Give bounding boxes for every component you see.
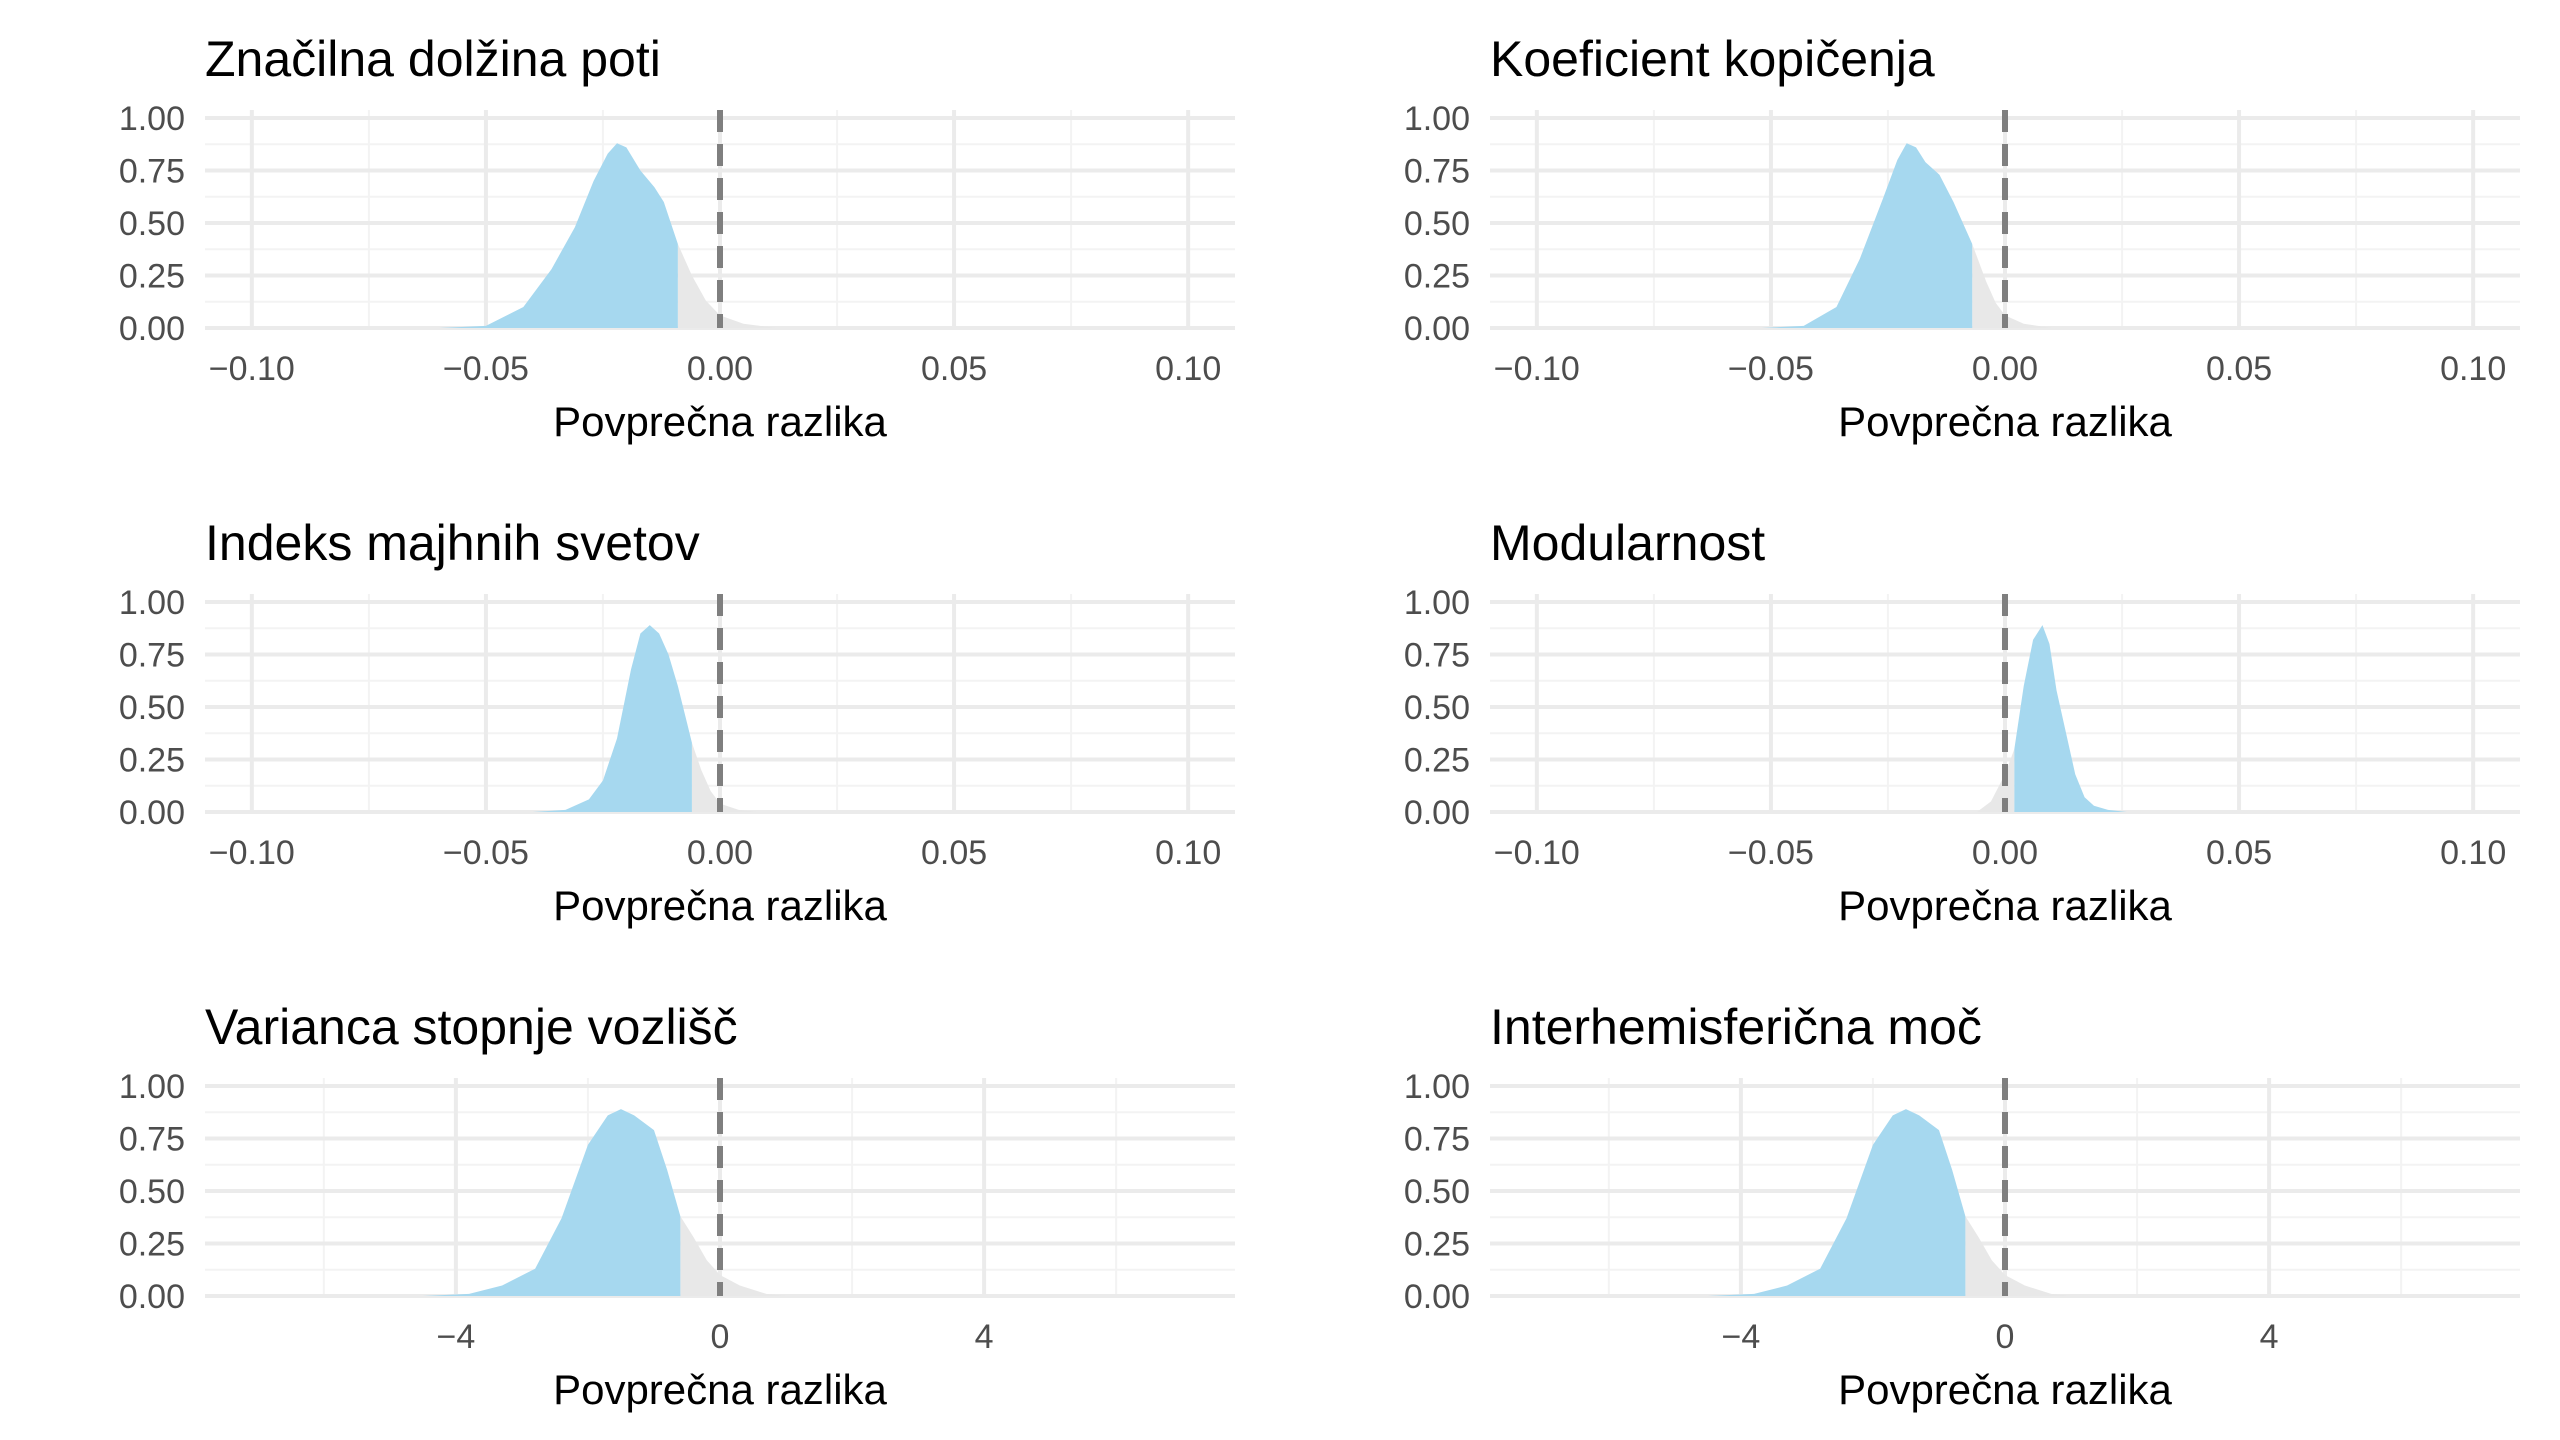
x-tick-label: 0.05 — [921, 834, 987, 872]
x-tick-label: −0.10 — [209, 350, 295, 388]
panel-title: Koeficient kopičenja — [1490, 31, 1935, 87]
density-panel-3: Indeks majhnih svetov 0.00 0.25 0.50 0.75 1.0… — [119, 515, 1235, 929]
y-tick-label: 0.50 — [119, 689, 185, 727]
x-tick-label: 0.00 — [687, 350, 753, 388]
x-tick-label: 4 — [975, 1318, 994, 1356]
x-tick-label: −0.05 — [1728, 350, 1814, 388]
panel-title: Varianca stopnje vozlišč — [205, 999, 738, 1055]
x-tick-label: 0.10 — [1155, 350, 1221, 388]
x-tick-label: 0.00 — [687, 834, 753, 872]
density-panel-2: Koeficient kopičenja 0.00 0.25 0.50 0.75 1.00… — [1404, 31, 2520, 445]
x-tick-label: 0.00 — [1972, 834, 2038, 872]
y-tick-label: 0.00 — [119, 1278, 185, 1316]
y-tick-label: 1.00 — [1404, 100, 1470, 138]
x-axis-title: Povprečna razlika — [1838, 398, 2172, 445]
panel-title: Modularnost — [1490, 515, 1765, 571]
y-tick-label: 0.00 — [119, 794, 185, 832]
y-tick-label: 0.25 — [119, 742, 185, 780]
x-axis-title: Povprečna razlika — [553, 398, 887, 445]
y-tick-label: 0.50 — [119, 205, 185, 243]
x-tick-label: 0 — [711, 1318, 730, 1356]
y-tick-label: 0.25 — [119, 258, 185, 296]
density-tail-area — [1972, 244, 2052, 328]
y-tick-label: 0.75 — [1404, 637, 1470, 675]
density-shaded-area — [439, 143, 678, 328]
density-panel-1: Značilna dolžina poti 0.00 0.25 0.50 0.75 1.0… — [119, 31, 1235, 445]
y-tick-label: 1.00 — [119, 1068, 185, 1106]
density-tail-area — [677, 244, 777, 328]
x-tick-label: −0.10 — [1494, 834, 1580, 872]
density-shaded-area — [2014, 625, 2127, 812]
y-tick-label: 0.00 — [1404, 1278, 1470, 1316]
x-tick-label: 0.05 — [2206, 350, 2272, 388]
y-tick-label: 1.00 — [1404, 584, 1470, 622]
x-tick-label: −4 — [437, 1318, 476, 1356]
x-tick-label: 0.00 — [1972, 350, 2038, 388]
x-tick-label: −0.05 — [1728, 834, 1814, 872]
x-tick-label: 0.10 — [2440, 834, 2506, 872]
x-axis-title: Povprečna razlika — [1838, 1366, 2172, 1413]
y-tick-label: 0.50 — [1404, 1173, 1470, 1211]
y-tick-label: 0.75 — [1404, 153, 1470, 191]
y-tick-label: 1.00 — [1404, 1068, 1470, 1106]
panel-title: Značilna dolžina poti — [205, 31, 661, 87]
panel-title: Indeks majhnih svetov — [205, 515, 700, 571]
x-tick-label: 0.10 — [2440, 350, 2506, 388]
y-tick-label: 0.50 — [1404, 689, 1470, 727]
y-tick-label: 0.00 — [119, 310, 185, 348]
y-tick-label: 0.00 — [1404, 310, 1470, 348]
y-tick-label: 0.75 — [119, 1121, 185, 1159]
y-tick-label: 0.25 — [1404, 258, 1470, 296]
x-tick-label: −0.10 — [1494, 350, 1580, 388]
y-tick-label: 0.50 — [119, 1173, 185, 1211]
x-axis-title: Povprečna razlika — [553, 1366, 887, 1413]
density-tail-area — [1965, 1216, 2072, 1296]
x-tick-label: −4 — [1722, 1318, 1761, 1356]
x-tick-label: 0 — [1996, 1318, 2015, 1356]
x-tick-label: −0.05 — [443, 350, 529, 388]
x-tick-label: −0.10 — [209, 834, 295, 872]
x-tick-label: 0.05 — [2206, 834, 2272, 872]
panel-title: Interhemisferična moč — [1490, 999, 1982, 1055]
density-shaded-area — [1707, 1109, 1966, 1296]
y-tick-label: 1.00 — [119, 584, 185, 622]
y-tick-label: 0.50 — [1404, 205, 1470, 243]
density-panel-6: Interhemisferična moč 0.00 0.25 0.50 0.75 1.0… — [1404, 999, 2520, 1413]
x-axis-title: Povprečna razlika — [553, 882, 887, 929]
density-panel-5: Varianca stopnje vozlišč 0.00 0.25 0.50 0.75… — [119, 999, 1235, 1413]
density-tail-area — [691, 742, 758, 812]
density-shaded-area — [1761, 143, 1973, 328]
x-axis-title: Povprečna razlika — [1838, 882, 2172, 929]
x-tick-label: 0.10 — [1155, 834, 1221, 872]
y-tick-label: 0.25 — [119, 1226, 185, 1264]
x-tick-label: 0.05 — [921, 350, 987, 388]
density-tail-area — [1976, 749, 2015, 812]
density-shaded-area — [532, 625, 692, 812]
y-tick-label: 0.75 — [119, 153, 185, 191]
y-tick-label: 0.25 — [1404, 742, 1470, 780]
density-panel-4: Modularnost 0.00 0.25 0.50 0.75 1.00 −0.10 −0.0… — [1404, 515, 2520, 929]
density-tail-area — [680, 1216, 787, 1296]
x-tick-label: −0.05 — [443, 834, 529, 872]
y-tick-label: 0.75 — [1404, 1121, 1470, 1159]
density-shaded-area — [422, 1109, 681, 1296]
y-tick-label: 0.25 — [1404, 1226, 1470, 1264]
x-tick-label: 4 — [2260, 1318, 2279, 1356]
y-tick-label: 0.00 — [1404, 794, 1470, 832]
y-tick-label: 0.75 — [119, 637, 185, 675]
y-tick-label: 1.00 — [119, 100, 185, 138]
